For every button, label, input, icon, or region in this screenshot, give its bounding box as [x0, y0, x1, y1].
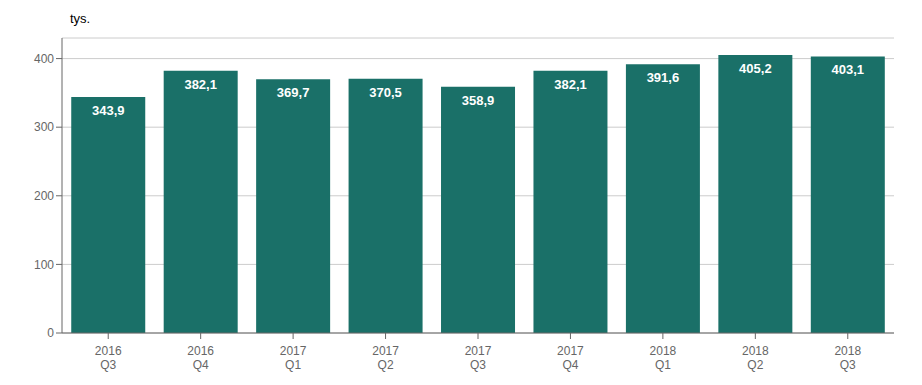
svg-text:2017Q2: 2017Q2: [372, 344, 399, 372]
svg-text:2016Q3: 2016Q3: [95, 344, 122, 372]
svg-text:2017Q4: 2017Q4: [557, 344, 584, 372]
svg-text:2018Q1: 2018Q1: [650, 344, 677, 372]
svg-text:100: 100: [34, 258, 54, 272]
svg-text:405,2: 405,2: [739, 61, 772, 76]
svg-text:382,1: 382,1: [184, 77, 217, 92]
svg-text:358,9: 358,9: [462, 93, 495, 108]
svg-text:200: 200: [34, 189, 54, 203]
svg-text:2017Q1: 2017Q1: [280, 344, 307, 372]
svg-text:403,1: 403,1: [832, 62, 865, 77]
svg-text:400: 400: [34, 52, 54, 66]
svg-text:2018Q2: 2018Q2: [742, 344, 769, 372]
svg-text:2017Q3: 2017Q3: [465, 344, 492, 372]
svg-text:2016Q4: 2016Q4: [187, 344, 214, 372]
svg-text:369,7: 369,7: [277, 85, 310, 100]
svg-text:370,5: 370,5: [369, 85, 402, 100]
svg-text:2018Q3: 2018Q3: [834, 344, 861, 372]
svg-text:382,1: 382,1: [554, 77, 587, 92]
html-text:tys.: tys.: [70, 11, 91, 26]
svg-text:300: 300: [34, 120, 54, 134]
svg-text:343,9: 343,9: [92, 103, 125, 118]
svg-text:391,6: 391,6: [647, 70, 680, 85]
svg-text:0: 0: [47, 326, 54, 340]
